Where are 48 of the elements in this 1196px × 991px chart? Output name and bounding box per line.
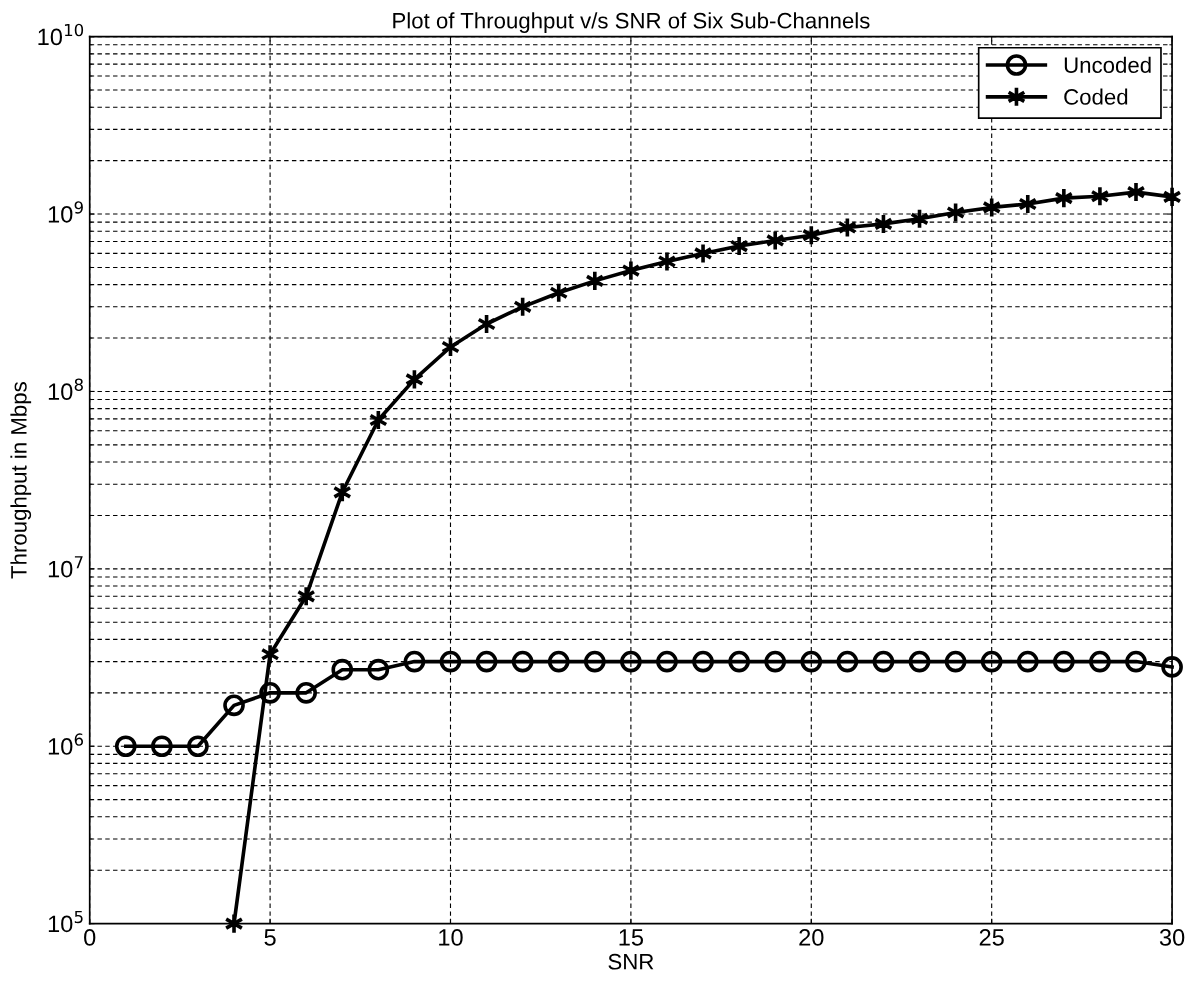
point	[114, 735, 137, 758]
legend-label: Uncoded	[1064, 56, 1151, 73]
point	[800, 650, 823, 673]
point	[259, 681, 281, 704]
point	[295, 681, 318, 704]
x-tick-label: 20	[799, 929, 824, 946]
point	[980, 650, 1003, 673]
point	[692, 650, 714, 673]
point	[223, 694, 245, 717]
x-tick-label: 0	[84, 929, 96, 946]
y-tick-label: 10$^{5}$	[48, 910, 83, 933]
y-tick-label: 10$^{7}$	[48, 556, 83, 578]
x-axis-title: SNR	[608, 953, 654, 970]
point	[656, 650, 678, 673]
x-tick-label: 15	[619, 929, 644, 946]
y-tick-label: 10$^{10}$	[38, 23, 84, 46]
point	[872, 650, 895, 673]
point	[475, 650, 498, 673]
point	[620, 650, 642, 673]
x-tick-label: 5	[264, 929, 276, 946]
point	[151, 735, 173, 758]
x-tick-label: 25	[979, 929, 1004, 946]
point	[836, 650, 859, 673]
point	[511, 650, 534, 673]
point	[403, 650, 426, 673]
point	[728, 650, 750, 673]
x-tick-label: 10	[439, 929, 463, 946]
y-tick-label: 10$^{6}$	[48, 733, 84, 755]
point	[764, 650, 787, 673]
point	[1016, 650, 1039, 673]
x-tick-label: 30	[1159, 929, 1185, 946]
point	[187, 735, 209, 758]
point	[331, 658, 354, 681]
legend-label: Coded	[1064, 88, 1128, 105]
y-tick-label: 10$^{8}$	[48, 378, 83, 401]
point	[439, 650, 462, 673]
point	[547, 650, 570, 673]
point	[1161, 656, 1183, 678]
y-tick-label: 10$^{9}$	[48, 201, 83, 223]
point	[1089, 650, 1111, 673]
point	[908, 650, 931, 673]
chart-title: Plot of Throughput v/s SNR of Six Sub-Channels	[393, 12, 870, 33]
y-axis-title: Throughput in Mbps	[10, 382, 32, 579]
point	[367, 658, 390, 681]
point	[1125, 650, 1147, 673]
point	[583, 650, 606, 673]
point	[1053, 650, 1075, 673]
point	[944, 650, 967, 673]
